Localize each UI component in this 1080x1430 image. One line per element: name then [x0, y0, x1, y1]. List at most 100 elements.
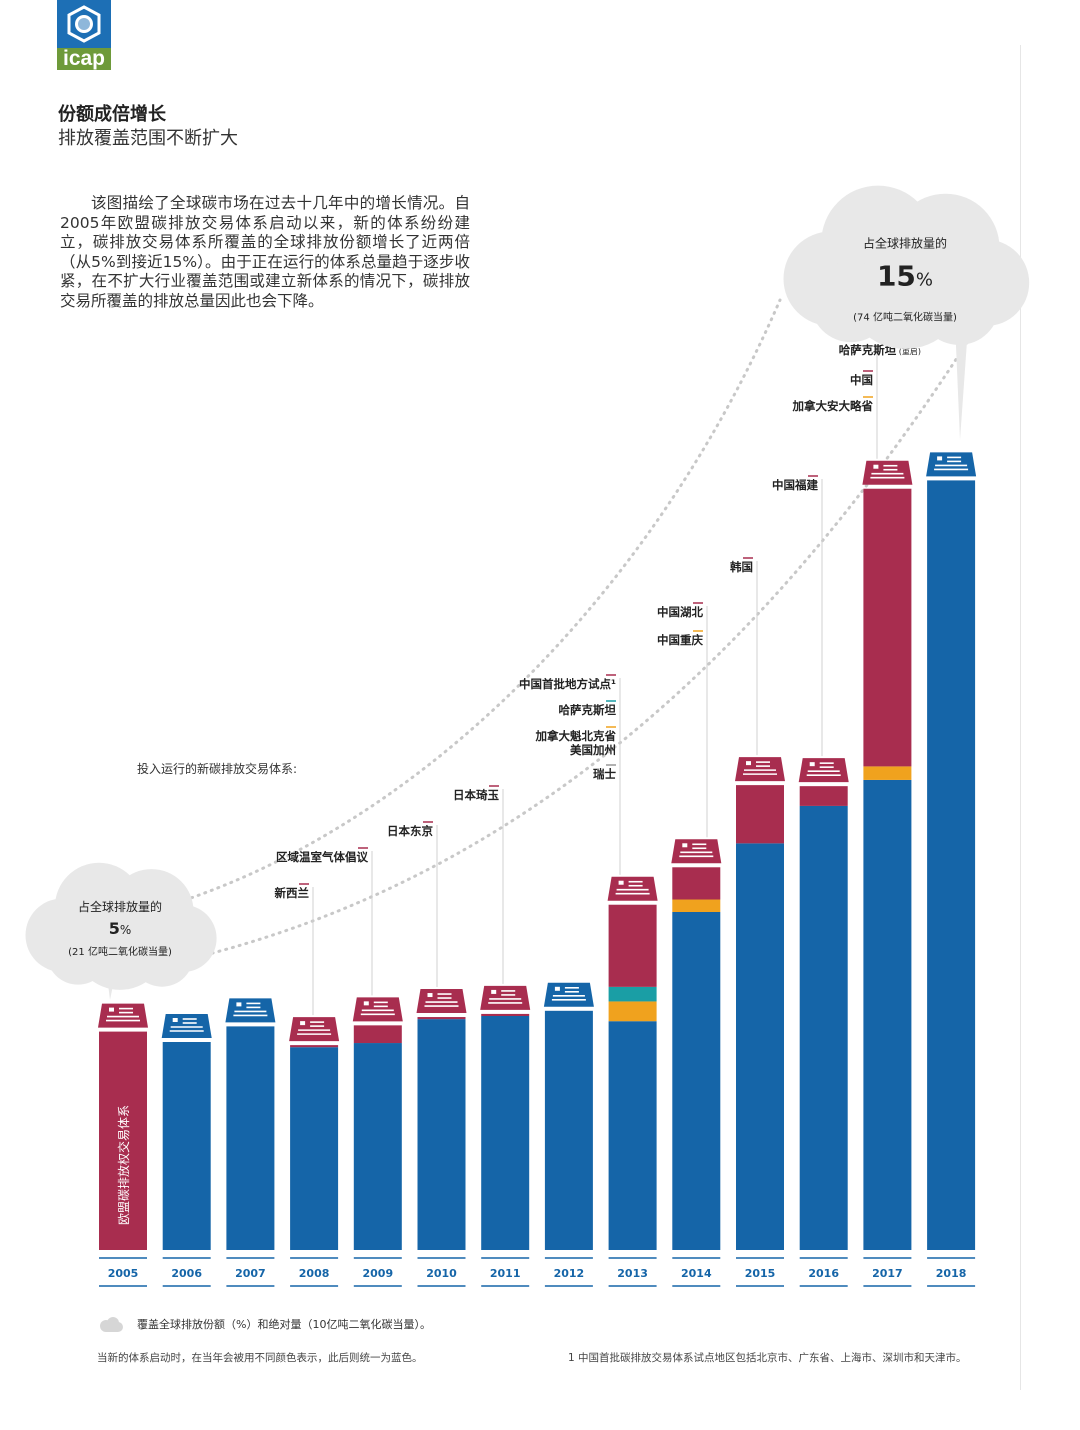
- year-label: 2013: [617, 1267, 648, 1280]
- description: 该图描绘了全球碳市场在过去十几年中的增长情况。自2005年欧盟碳排放交易体系启动…: [60, 194, 470, 310]
- cloud-detail: (21 亿吨二氧化碳当量): [68, 945, 172, 958]
- new-system-label: 中国湖北: [657, 605, 703, 619]
- bar-cap-icon: [798, 758, 849, 783]
- bar-segment: [608, 1021, 657, 1250]
- cap-symbol: [491, 989, 497, 994]
- cap-symbol: [300, 1021, 306, 1026]
- cap-symbol: [554, 986, 560, 991]
- bar-cap-icon: [161, 1014, 212, 1038]
- cloud-unit: %: [916, 269, 933, 290]
- new-system-label: 瑞士: [593, 767, 616, 781]
- bar-segment: [481, 1013, 530, 1016]
- cloud-shape: [130, 923, 194, 987]
- bar-segment: [608, 904, 657, 987]
- bar-cap-icon: [862, 460, 913, 485]
- dotted-trend-upper: [183, 298, 782, 902]
- bar-segment: [290, 1045, 339, 1048]
- bar-cap-icon: [416, 989, 467, 1014]
- bar-inner-label: 欧盟碳排放权交易体系: [116, 1105, 131, 1225]
- bar-segment: [672, 912, 721, 1250]
- bar-segment: [417, 1019, 466, 1250]
- year-label: 2016: [808, 1267, 839, 1280]
- year-label: 2010: [426, 1267, 457, 1280]
- bar-segment: [162, 1042, 211, 1250]
- cap-symbol: [746, 761, 751, 766]
- bar-2010: 2010: [416, 989, 467, 1287]
- cap-symbol: [427, 993, 433, 998]
- cloud-annotation-2005: [25, 862, 217, 1000]
- new-systems-2016: 中国福建: [772, 475, 823, 757]
- bar-segment: [863, 779, 912, 1250]
- bar-cap-icon: [543, 982, 594, 1007]
- new-systems-2009: 区域温室气体倡议: [276, 847, 373, 996]
- cap-symbol: [236, 1002, 242, 1007]
- bar-2011: 2011: [480, 985, 531, 1287]
- bar-cap-icon: [352, 997, 403, 1022]
- bar-2007: 2007: [225, 998, 276, 1287]
- bar-segment: [417, 1017, 466, 1020]
- bar-2005: 2005: [98, 1003, 148, 1287]
- new-systems-2011: 日本琦玉: [453, 785, 504, 984]
- new-system-label: 中国重庆: [657, 633, 703, 647]
- bar-cap-icon: [480, 985, 531, 1010]
- icap-logo: icap: [57, 0, 111, 70]
- new-system-label: 中国首批地方试点¹: [519, 677, 616, 691]
- bar-segment: [290, 1047, 339, 1250]
- new-system-label: 区域温室气体倡议: [276, 850, 368, 864]
- cap-symbol: [109, 1007, 114, 1012]
- bar-2018: 2018: [926, 452, 977, 1287]
- cloud-shape: [810, 261, 892, 343]
- new-system-label: 日本琦玉: [453, 788, 499, 802]
- bar-segment: [608, 986, 657, 1002]
- cloud-unit: %: [120, 923, 131, 937]
- cap-symbol: [618, 880, 624, 885]
- new-system-label: 中国福建: [772, 478, 818, 492]
- bar-cap-icon: [98, 1003, 148, 1028]
- legend-text: 覆盖全球排放份额（%）和绝对量（10亿吨二氧化碳当量）。: [137, 1318, 431, 1331]
- cloud-tail: [954, 299, 970, 440]
- cloud-line1: 占全球排放量的: [863, 236, 947, 251]
- new-system-label: 加拿大魁北克省: [535, 729, 617, 743]
- cloud-value: 15%: [877, 259, 933, 292]
- cap-symbol: [937, 456, 943, 461]
- bar-cap-icon: [607, 876, 658, 901]
- bar-2017: 2017: [862, 460, 913, 1287]
- new-system-label: 美国加州: [570, 743, 616, 757]
- cap-symbol: [172, 1018, 178, 1022]
- bar-segment: [736, 843, 784, 1250]
- bar-segment: [672, 899, 721, 912]
- bar-segment: [799, 786, 848, 806]
- bar-segment: [544, 1010, 593, 1250]
- divider: [1020, 45, 1021, 1390]
- bar-segment: [353, 1043, 402, 1250]
- new-systems-2008: 新西兰: [275, 883, 314, 1016]
- new-system-label: 日本东京: [387, 824, 433, 838]
- bar-2009: 2009: [352, 997, 403, 1287]
- cloud-value: 5%: [109, 919, 132, 938]
- bar-2012: 2012: [543, 982, 594, 1287]
- year-label: 2014: [681, 1267, 712, 1280]
- year-label: 2011: [490, 1267, 521, 1280]
- cap-symbol: [682, 843, 688, 848]
- bar-segment: [863, 766, 912, 780]
- cap-symbol: [363, 1001, 369, 1006]
- footnote: 1 中国首批碳排放交易体系试点地区包括北京市、广东省、上海市、深圳市和天津市。: [568, 1352, 967, 1364]
- bar-segment: [353, 1025, 402, 1044]
- new-system-label: 新西兰: [275, 886, 310, 900]
- year-label: 2006: [171, 1267, 202, 1280]
- year-label: 2007: [235, 1267, 266, 1280]
- new-systems-2015: 韩国: [730, 557, 758, 756]
- bar-segment: [927, 480, 976, 1250]
- cap-symbol: [873, 464, 879, 469]
- cap-symbol: [809, 762, 815, 767]
- year-label: 2008: [299, 1267, 330, 1280]
- bar-segment: [481, 1016, 530, 1250]
- bar-2016: 2016: [798, 758, 849, 1287]
- year-label: 2018: [936, 1267, 967, 1280]
- bar-cap-icon: [289, 1017, 340, 1042]
- cloud-detail: (74 亿吨二氧化碳当量): [853, 311, 957, 324]
- cloud-line1: 占全球排放量的: [78, 899, 162, 914]
- year-label: 2005: [108, 1267, 139, 1280]
